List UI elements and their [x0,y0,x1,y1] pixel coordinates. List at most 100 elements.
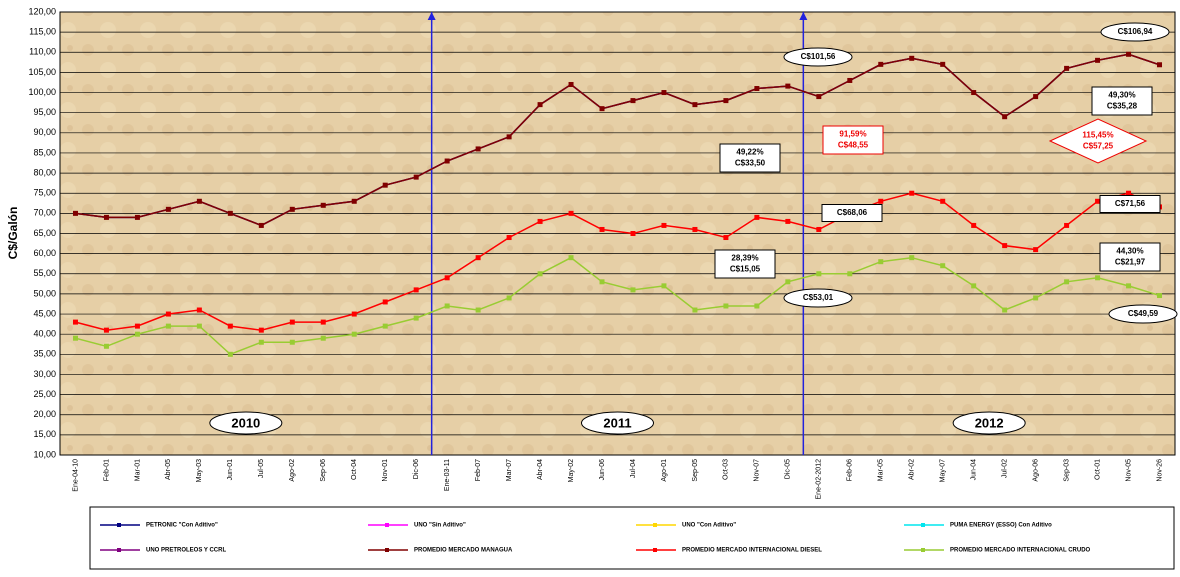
x-tick-label: May-02 [568,459,575,482]
point-marker [754,303,760,309]
point-marker [227,351,233,357]
point-marker [351,311,357,317]
point-marker [165,311,171,317]
x-tick-label: Feb-06 [847,459,854,481]
annotation-text: 28,39% [731,254,758,263]
point-marker [382,323,388,329]
x-tick-label: Ago-06 [1032,459,1039,482]
legend-label: PROMEDIO MERCADO INTERNACIONAL DIESEL [682,548,822,554]
x-tick-label: Jun-04 [971,459,978,481]
point-marker [413,287,419,293]
point-marker [692,102,698,108]
point-marker [320,319,326,325]
point-marker [878,259,884,265]
point-marker [1002,243,1008,249]
y-tick-label: 80,00 [33,167,56,177]
point-marker [754,214,760,220]
point-marker [940,263,946,269]
legend-marker [921,523,925,527]
point-marker [258,222,264,228]
legend-marker [921,548,925,552]
point-marker [971,90,977,96]
x-tick-label: Nov-07 [754,459,761,482]
point-marker [971,283,977,289]
callout [1108,304,1178,324]
x-tick-label: Nov-01 [382,459,389,482]
point-marker [506,295,512,301]
x-tick-label: May-03 [196,459,203,482]
x-tick-label: Dic-05 [785,459,792,479]
legend-marker [385,548,389,552]
point-marker [568,255,574,261]
x-tick-label: Jul-05 [258,459,265,478]
y-tick-label: 85,00 [33,147,56,157]
annotation-text: C$57,25 [1083,142,1114,151]
point-marker [506,134,512,140]
point-marker [971,222,977,228]
point-marker [165,206,171,212]
callout [1099,195,1161,213]
x-tick-label: Sep-03 [1063,459,1070,482]
point-marker [134,214,140,220]
y-tick-label: 45,00 [33,308,56,318]
annotation-text: C$53,01 [803,293,834,302]
x-tick-label: Oct-03 [723,459,730,480]
series-line [75,256,1160,356]
callout [783,288,853,308]
y-tick-label: 120,00 [28,6,56,16]
y-tick-label: 40,00 [33,329,56,339]
point-marker [537,102,543,108]
point-marker [1157,62,1163,68]
point-marker [878,198,884,204]
point-marker [258,339,264,345]
point-marker [165,323,171,329]
point-marker [382,182,388,188]
point-marker [103,327,109,333]
point-marker [196,307,202,313]
legend-label: UNO PRETROLEOS Y CCRL [146,548,226,554]
point-marker [103,343,109,349]
point-marker [475,255,481,261]
point-marker [72,319,78,325]
point-marker [289,206,295,212]
point-marker [568,81,574,87]
point-marker [1095,198,1101,204]
y-tick-label: 60,00 [33,248,56,258]
point-marker [785,83,791,89]
callout [1091,86,1153,116]
point-marker [816,94,822,100]
x-tick-label: Jun-01 [227,459,234,481]
legend-marker [117,523,121,527]
series-line [75,53,1160,227]
point-marker [1064,65,1070,71]
callout [1048,118,1148,164]
point-marker [1095,57,1101,63]
x-tick-label: May-07 [940,459,947,482]
x-tick-label: Sep-05 [692,459,699,482]
year-label: 2012 [975,415,1004,430]
callout [783,47,853,67]
y-tick-label: 70,00 [33,208,56,218]
point-marker [661,90,667,96]
legend-label: PROMEDIO MERCADO MANAGUA [414,548,513,554]
point-marker [1064,279,1070,285]
annotation-text: C$15,05 [730,265,761,274]
point-marker [413,315,419,321]
y-tick-label: 35,00 [33,349,56,359]
point-marker [258,327,264,333]
annotation-text: C$68,06 [837,208,868,217]
point-marker [909,190,915,196]
callout [1100,22,1170,42]
y-tick-label: 30,00 [33,369,56,379]
point-marker [940,198,946,204]
y-tick-label: 100,00 [28,87,56,97]
point-marker [72,335,78,341]
annotation-text: C$48,55 [838,141,869,150]
y-tick-label: 65,00 [33,228,56,238]
y-tick-label: 25,00 [33,389,56,399]
x-tick-label: Jul-04 [630,459,637,478]
point-marker [227,323,233,329]
x-tick-label: Ago-02 [289,459,296,482]
year-label: 2011 [603,415,631,430]
annotation-text: 49,30% [1108,91,1135,100]
